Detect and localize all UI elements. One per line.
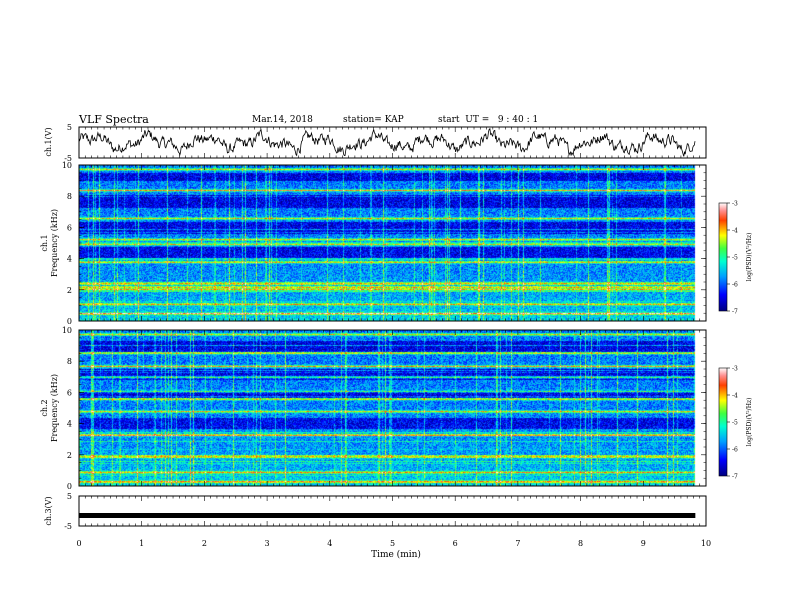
frequency-tick-label: 0: [67, 317, 72, 326]
frequency-tick-label: 6: [67, 223, 72, 232]
frequency-tick-label: 2: [67, 451, 72, 460]
ch1-spectrogram-ylabel-frequency: Frequency (kHz): [50, 209, 59, 277]
frequency-tick-label: 6: [67, 388, 72, 397]
ch2-colorbar-label: log(PSD)(V²/Hz): [746, 398, 753, 447]
frequency-tick-label: 0: [67, 482, 72, 491]
x-tick-label: 2: [202, 539, 207, 548]
ch2-spectrogram-ylabel-channel: ch.2: [40, 399, 49, 416]
frequency-tick-label: 4: [67, 255, 72, 264]
ch2-colorbar: -3 -4 -5 -6 -7 log(PSD)(V²/Hz): [718, 366, 753, 481]
figure-title: VLF Spectra: [79, 113, 149, 126]
x-tick-label: 3: [265, 539, 270, 548]
ch2-spectrogram-panel: 0 2 4 6 8 10 ch.2 Frequency (kHz): [40, 326, 707, 491]
frequency-tick-label: 10: [62, 326, 72, 335]
colorbar-tick-label: -5: [732, 255, 738, 262]
ch3-ytick-bottom: -5: [64, 522, 72, 531]
x-tick-label: 1: [139, 539, 144, 548]
ch3-ytick-top: 5: [67, 492, 72, 501]
x-tick-label: 5: [390, 539, 395, 548]
x-tick-label: 10: [701, 539, 711, 548]
colorbar-tick-label: -4: [732, 228, 738, 235]
frequency-tick-label: 8: [67, 357, 72, 366]
ch1-colorbar: -3 -4 -5 -6 -7 log(PSD)(V²/Hz): [718, 201, 753, 316]
x-tick-label: 4: [327, 539, 332, 548]
colorbar-tick-label: -7: [732, 309, 738, 316]
frequency-tick-label: 8: [67, 192, 72, 201]
colorbar-tick-label: -4: [732, 393, 738, 400]
ch2-spectrogram-image: [79, 330, 706, 486]
header-station: station= KAP: [343, 115, 404, 125]
ch1-colorbar-label: log(PSD)(V²/Hz): [746, 233, 753, 282]
ch3-waveform-ylabel: ch.3(V): [44, 496, 53, 525]
frequency-tick-label: 10: [62, 161, 72, 170]
x-axis-label: Time (min): [371, 549, 421, 560]
ch1-ytick-bottom: -5: [64, 154, 72, 163]
colorbar-tick-label: -6: [732, 447, 738, 454]
colorbar-tick-label: -3: [732, 366, 738, 373]
ch1-spectrogram-image: [79, 165, 706, 321]
ch1-waveform-ylabel: ch.1(V): [44, 127, 53, 156]
x-tick-label: 0: [76, 539, 81, 548]
colorbar-tick-label: -5: [732, 420, 738, 427]
header-date: Mar.14, 2018: [252, 115, 313, 125]
x-tick-label: 9: [641, 539, 646, 548]
ch1-ytick-top: 5: [67, 123, 72, 132]
ch2-spectrogram-ylabel-frequency: Frequency (kHz): [50, 374, 59, 442]
frequency-tick-label: 2: [67, 286, 72, 295]
ch1-waveform-line: [78, 127, 696, 157]
header-start-time: start UT = 9 : 40 : 1: [438, 115, 539, 125]
colorbar-tick-label: -3: [732, 201, 738, 208]
x-tick-label: 8: [578, 539, 583, 548]
ch1-spectrogram-ylabel-channel: ch.1: [40, 234, 49, 251]
colorbar-tick-label: -7: [732, 474, 738, 481]
x-tick-label: 7: [515, 539, 520, 548]
ch1-spectrogram-panel: 0 2 4 6 8 10 ch.1 Frequency (kHz): [40, 161, 707, 326]
ch1-waveform-panel: 5 -5 ch.1(V): [44, 123, 707, 163]
ch3-waveform-panel: 5 -5 ch.3(V) 0 1 2 3 4 5 6 7 8 9 10 Time (min): [44, 492, 711, 560]
colorbar-tick-label: -6: [732, 282, 738, 289]
frequency-tick-label: 4: [67, 420, 72, 429]
x-tick-label: 6: [453, 539, 458, 548]
